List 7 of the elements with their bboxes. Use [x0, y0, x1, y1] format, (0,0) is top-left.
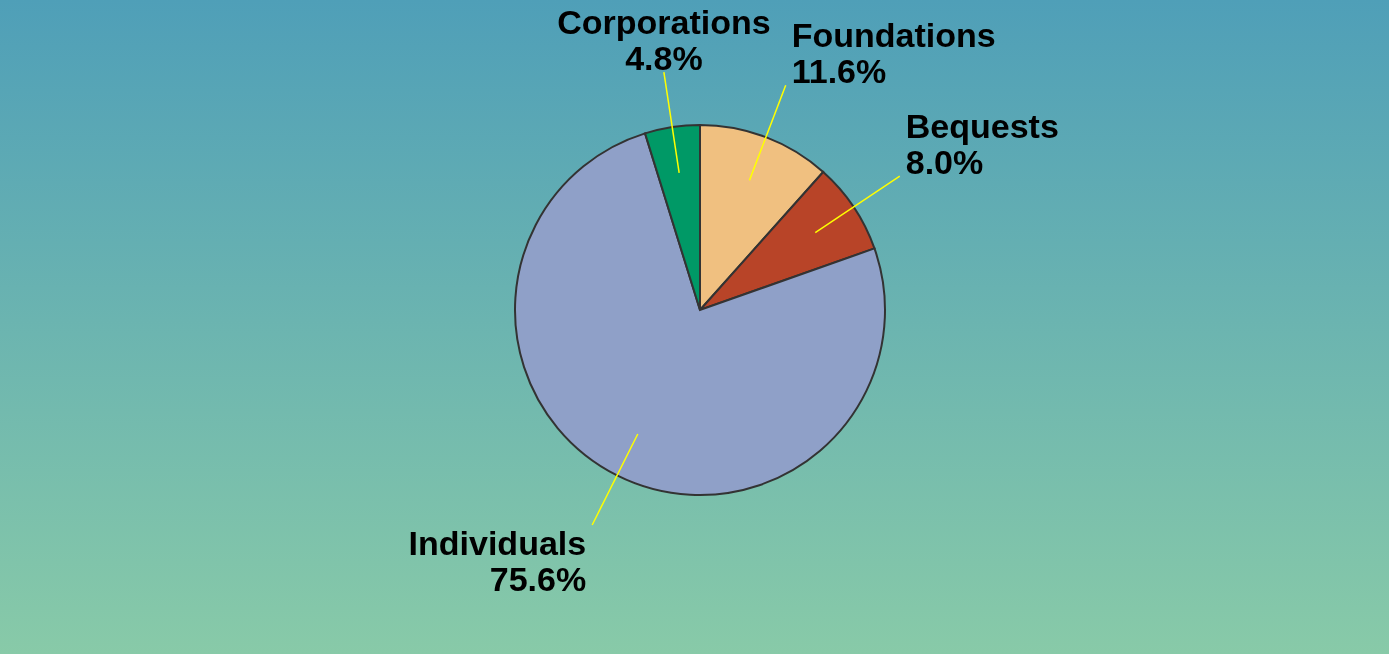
data-label: 4.8%: [625, 39, 703, 78]
data-label: 75.6%: [489, 559, 587, 598]
slice-label: Individuals: [408, 523, 587, 562]
slice-label: Corporations: [557, 3, 771, 42]
slice-label: Foundations: [791, 16, 996, 55]
data-label: 11.6%: [791, 52, 887, 91]
slice-label: Bequests: [905, 107, 1059, 146]
